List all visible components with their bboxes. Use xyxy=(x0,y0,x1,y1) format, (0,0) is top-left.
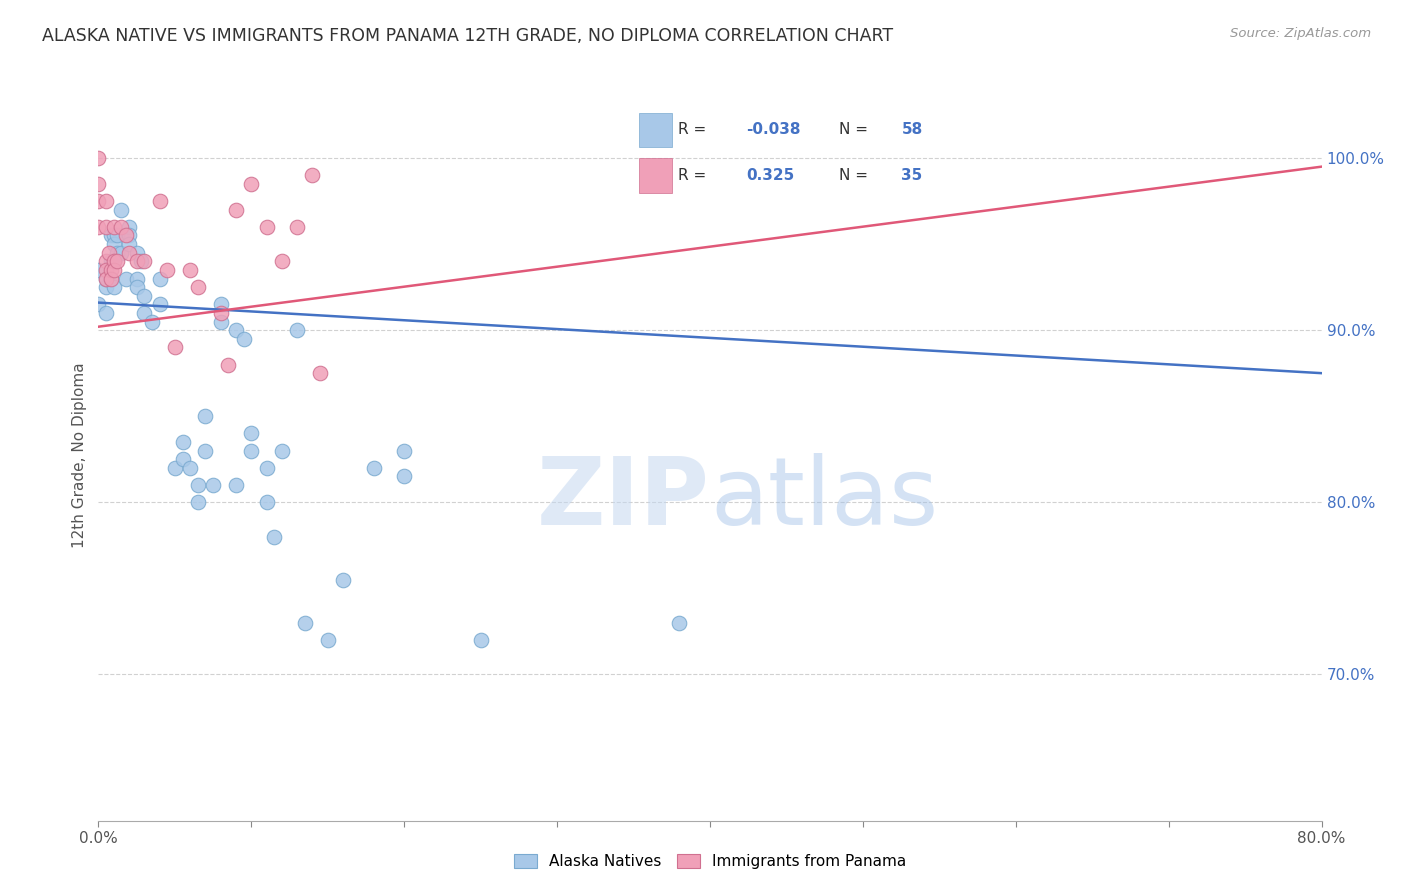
Point xyxy=(294,615,316,630)
Text: atlas: atlas xyxy=(710,453,938,545)
Point xyxy=(240,426,263,441)
Point xyxy=(301,168,323,182)
Text: ZIP: ZIP xyxy=(537,453,710,545)
Point xyxy=(270,254,292,268)
Point xyxy=(129,254,152,268)
Text: Source: ZipAtlas.com: Source: ZipAtlas.com xyxy=(1230,27,1371,40)
Point xyxy=(225,202,247,217)
Point xyxy=(163,340,186,354)
Point xyxy=(94,280,117,294)
Point xyxy=(94,194,117,208)
Point xyxy=(134,254,156,268)
Point xyxy=(100,254,122,268)
Point xyxy=(118,228,141,243)
Point xyxy=(149,271,172,285)
Point xyxy=(240,443,263,458)
Y-axis label: 12th Grade, No Diploma: 12th Grade, No Diploma xyxy=(72,362,87,548)
Point xyxy=(103,263,125,277)
Point xyxy=(103,280,125,294)
Point xyxy=(105,254,128,268)
Point xyxy=(110,245,132,260)
Point xyxy=(156,263,179,277)
Point xyxy=(172,435,194,450)
Point xyxy=(285,219,308,234)
Point xyxy=(187,478,209,492)
Point xyxy=(256,495,278,509)
Point xyxy=(179,460,201,475)
Point xyxy=(98,245,121,260)
Point xyxy=(115,271,138,285)
Point xyxy=(392,443,416,458)
Point xyxy=(105,228,128,243)
Point xyxy=(256,219,278,234)
Point xyxy=(263,530,285,544)
Point xyxy=(194,443,217,458)
Point xyxy=(100,271,122,285)
Point xyxy=(118,245,141,260)
Point xyxy=(100,271,122,285)
Point xyxy=(105,245,128,260)
Point xyxy=(149,297,172,311)
Point xyxy=(103,254,125,268)
Point xyxy=(668,615,690,630)
Point xyxy=(87,194,110,208)
Point xyxy=(209,314,232,328)
Point xyxy=(141,314,163,328)
Point xyxy=(363,460,385,475)
Point xyxy=(134,289,156,303)
Point xyxy=(94,263,117,277)
Point xyxy=(125,245,148,260)
Point xyxy=(94,254,117,268)
Point xyxy=(194,409,217,424)
Point xyxy=(87,297,110,311)
Point xyxy=(125,271,148,285)
Point xyxy=(163,460,186,475)
Point xyxy=(103,254,125,268)
Point xyxy=(225,478,247,492)
Point xyxy=(202,478,225,492)
Point xyxy=(110,219,132,234)
Point xyxy=(187,495,209,509)
Point xyxy=(209,297,232,311)
Point xyxy=(285,323,308,337)
Point xyxy=(256,460,278,475)
Point xyxy=(94,306,117,320)
Point xyxy=(103,237,125,252)
Point xyxy=(209,306,232,320)
Point xyxy=(470,632,492,647)
Point xyxy=(172,452,194,467)
Point xyxy=(149,194,172,208)
Point xyxy=(100,263,122,277)
Point xyxy=(118,219,141,234)
Point xyxy=(392,469,416,483)
Point xyxy=(110,202,132,217)
Point xyxy=(100,228,122,243)
Point xyxy=(87,263,110,277)
Point xyxy=(179,263,201,277)
Point xyxy=(94,219,117,234)
Point xyxy=(103,228,125,243)
Point xyxy=(94,271,117,285)
Point xyxy=(316,632,339,647)
Point xyxy=(118,237,141,252)
Point xyxy=(103,219,125,234)
Point xyxy=(87,151,110,165)
Point xyxy=(134,306,156,320)
Point xyxy=(87,177,110,191)
Text: ALASKA NATIVE VS IMMIGRANTS FROM PANAMA 12TH GRADE, NO DIPLOMA CORRELATION CHART: ALASKA NATIVE VS IMMIGRANTS FROM PANAMA … xyxy=(42,27,893,45)
Point xyxy=(125,280,148,294)
Point xyxy=(332,573,354,587)
Point xyxy=(232,332,254,346)
Point xyxy=(240,177,263,191)
Legend: Alaska Natives, Immigrants from Panama: Alaska Natives, Immigrants from Panama xyxy=(508,847,912,875)
Point xyxy=(125,254,148,268)
Point xyxy=(187,280,209,294)
Point xyxy=(217,358,239,372)
Point xyxy=(225,323,247,337)
Point xyxy=(87,219,110,234)
Point xyxy=(94,271,117,285)
Point xyxy=(115,228,138,243)
Point xyxy=(309,366,332,380)
Point xyxy=(270,443,292,458)
